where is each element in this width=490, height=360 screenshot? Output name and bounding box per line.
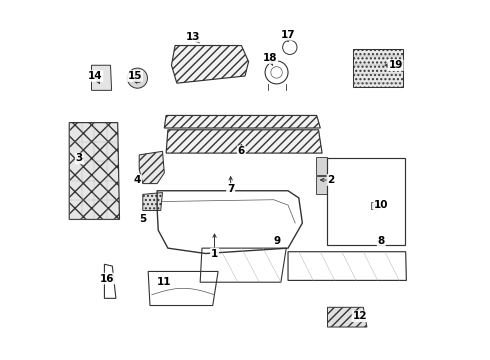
Text: 13: 13	[186, 32, 200, 41]
Text: 11: 11	[157, 277, 171, 287]
Polygon shape	[353, 49, 403, 87]
Polygon shape	[316, 157, 327, 175]
Text: 16: 16	[99, 274, 114, 284]
Text: 17: 17	[281, 30, 295, 40]
Polygon shape	[166, 130, 322, 153]
Text: 5: 5	[139, 215, 147, 224]
Polygon shape	[139, 151, 164, 184]
Polygon shape	[143, 193, 163, 211]
Text: 19: 19	[389, 60, 403, 70]
Text: 12: 12	[352, 311, 367, 321]
Text: 15: 15	[128, 71, 142, 81]
Circle shape	[133, 73, 142, 83]
Text: 10: 10	[374, 200, 389, 210]
Text: 8: 8	[378, 236, 385, 246]
Polygon shape	[92, 65, 112, 90]
Text: 14: 14	[88, 71, 102, 81]
Polygon shape	[164, 116, 320, 128]
Polygon shape	[370, 202, 378, 209]
Polygon shape	[316, 176, 327, 194]
Polygon shape	[172, 45, 248, 83]
Text: 9: 9	[274, 236, 281, 246]
Circle shape	[127, 68, 147, 88]
Polygon shape	[69, 123, 120, 220]
Text: 4: 4	[134, 175, 141, 185]
Polygon shape	[327, 307, 367, 327]
Text: 7: 7	[227, 184, 234, 194]
Text: 3: 3	[75, 153, 83, 163]
Text: 6: 6	[238, 146, 245, 156]
Text: 2: 2	[327, 175, 335, 185]
Text: 18: 18	[263, 53, 277, 63]
Text: 1: 1	[211, 248, 218, 258]
